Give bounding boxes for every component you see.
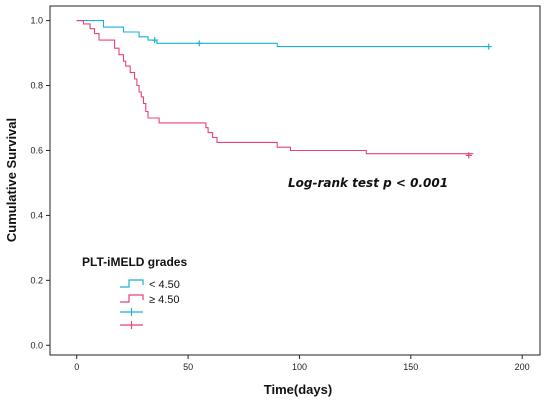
plot-frame: [49, 5, 541, 356]
y-axis-title: Cumulative Survival: [4, 118, 19, 242]
y-tick-label: 0.6: [30, 145, 43, 155]
x-axis-title: Time(days): [264, 382, 332, 397]
x-tick-label: 200: [515, 362, 530, 372]
x-tick-label: 50: [183, 362, 193, 372]
legend-swatch-censor: [120, 321, 143, 329]
censor-mark: [465, 152, 472, 159]
y-tick-label: 1.0: [30, 16, 43, 26]
legend-swatch-line: [120, 294, 144, 303]
y-tick-label: 0.0: [30, 340, 43, 350]
legend-title: PLT-iMELD grades: [82, 255, 187, 269]
legend-items: < 4.50 ≥ 4.50: [120, 279, 180, 329]
y-tick-label: 0.8: [30, 81, 43, 91]
y-tick-label: 0.4: [30, 210, 43, 220]
legend: PLT-iMELD grades < 4.50 ≥ 4.50: [82, 255, 187, 329]
censor-mark: [151, 37, 158, 44]
legend-swatch-censor: [120, 308, 143, 316]
censor-mark: [196, 40, 203, 47]
y-tick-label: 0.2: [30, 275, 43, 285]
legend-swatch-line: [120, 279, 144, 288]
log-rank-annotation: Log-rank test p < 0.001: [288, 176, 448, 190]
ticks-group: 0 50 100 150 200 0.0 0.2 0.4 0.6 0.8 1.0: [30, 16, 529, 372]
x-tick-label: 100: [292, 362, 307, 372]
survival-curve-series-2: [76, 20, 474, 155]
censor-mark: [485, 43, 492, 50]
legend-label: < 4.50: [149, 279, 180, 291]
survival-curve-series-1: [76, 20, 489, 48]
axes-group: [49, 5, 541, 356]
legend-label: ≥ 4.50: [149, 294, 180, 306]
x-tick-label: 150: [403, 362, 418, 372]
x-tick-label: 0: [74, 362, 79, 372]
series-group: [76, 20, 492, 159]
